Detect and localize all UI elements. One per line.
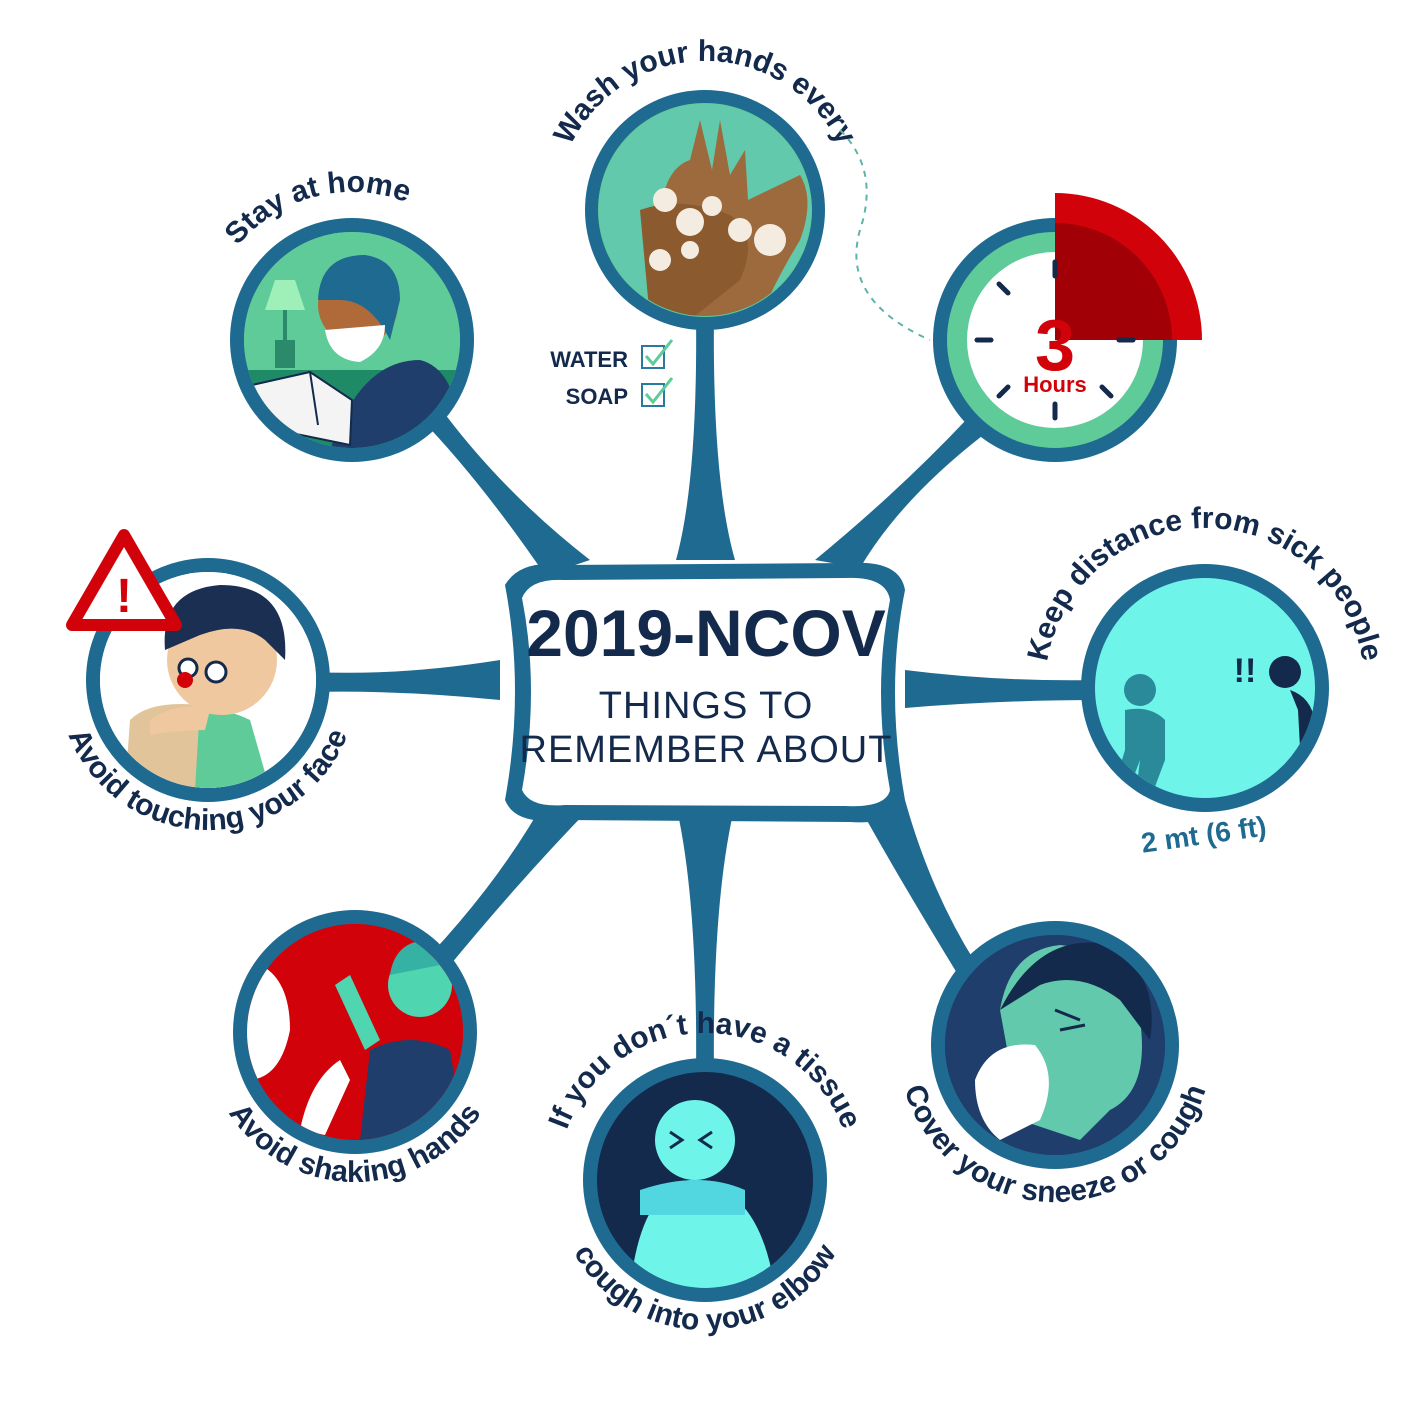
tip-wash-hands: Wash your hands every: [547, 35, 931, 341]
checklist-item-water: WATER: [550, 347, 628, 372]
elbow-cough-icon: [630, 1100, 775, 1288]
center-panel: 2019-NCOV THINGS TO REMEMBER ABOUT: [505, 562, 905, 823]
timer-quarter-shade: [1055, 223, 1172, 340]
waving-people-icon: [247, 924, 463, 1140]
arm-face: [312, 660, 500, 700]
checkbox-water: [641, 345, 665, 369]
touching-face-icon: [100, 572, 316, 788]
tip-timer: 3 Hours: [933, 193, 1202, 462]
hand-washing-icon: [599, 104, 811, 316]
check-icon: [644, 339, 674, 367]
warning-triangle-icon: !: [66, 529, 182, 631]
tip-cover-sneeze: Cover your sneeze or cough: [897, 921, 1213, 1209]
clock-icon: [974, 259, 1136, 421]
wash-checklist: WATER SOAP: [550, 339, 674, 409]
checkbox-soap: [641, 383, 665, 407]
arm-shake: [430, 800, 590, 970]
sneeze-icon: [945, 935, 1165, 1155]
tip-avoid-face: ! Avoid touching your face: [62, 529, 354, 837]
tip-stay-home: Stay at home: [219, 166, 474, 462]
arm-sneeze: [860, 800, 975, 978]
center-inner: [522, 577, 890, 807]
arm-elbow: [676, 805, 735, 1078]
wash-to-timer-dashes: [839, 129, 931, 341]
arm-timer: [815, 420, 982, 568]
arm-distance: [905, 670, 1100, 708]
distance-exclaim: !!: [1234, 652, 1257, 690]
check-icon: [644, 377, 674, 405]
arm-home: [420, 402, 590, 575]
distance-note: 2 mt (6 ft): [1139, 810, 1268, 858]
reading-person-icon: [244, 232, 460, 448]
center-title: 2019-NCOV: [526, 596, 886, 670]
connector-arms: [312, 312, 1100, 1078]
timer-unit: Hours: [1023, 372, 1087, 397]
checklist-item-soap: SOAP: [566, 384, 628, 409]
warning-exclamation: !: [116, 570, 132, 623]
center-subtitle-line1: THINGS TO: [599, 685, 814, 727]
tip-shaking-hands: Avoid shaking hands: [223, 910, 487, 1189]
timer-number: 3: [1035, 306, 1075, 386]
center-subtitle-line2: REMEMBER ABOUT: [520, 729, 893, 771]
arm-wash: [676, 312, 735, 560]
